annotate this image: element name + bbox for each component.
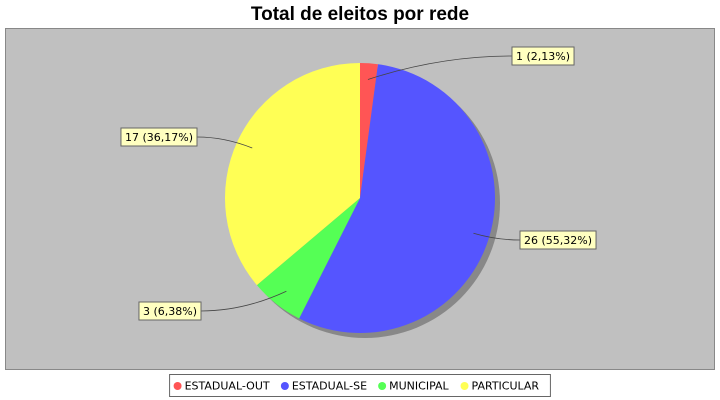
- legend-marker: [460, 382, 469, 390]
- legend: ESTADUAL-OUT ESTADUAL-SE MUNICIPAL PARTICUL…: [169, 374, 551, 397]
- leader-line: [200, 290, 287, 312]
- data-label-box: [138, 301, 202, 321]
- pie-slice: [360, 63, 378, 198]
- legend-label: ESTADUAL-SE: [292, 380, 367, 393]
- data-label: 1 (2,13%): [511, 46, 575, 66]
- leader-line: [367, 55, 513, 80]
- legend-marker: [280, 382, 289, 390]
- data-label-box: [519, 230, 597, 250]
- pie-slice: [256, 198, 360, 319]
- leader-line: [473, 232, 521, 241]
- data-label-text: 3 (6,38%): [143, 305, 197, 318]
- data-label: 3 (6,38%): [138, 301, 202, 321]
- data-label-text: 17 (36,17%): [125, 131, 193, 144]
- legend-label: MUNICIPAL: [389, 380, 449, 393]
- data-label: 26 (55,32%): [519, 230, 597, 250]
- data-label-box: [120, 127, 198, 147]
- pie-slice: [225, 63, 360, 286]
- data-label-text: 26 (55,32%): [524, 234, 592, 247]
- legend-label: PARTICULAR: [472, 380, 540, 393]
- leader-line: [196, 136, 253, 149]
- legend-marker: [173, 382, 182, 390]
- data-label: 17 (36,17%): [120, 127, 198, 147]
- legend-label: ESTADUAL-OUT: [185, 380, 270, 393]
- chart-title: Total de eleitos por rede: [251, 4, 469, 25]
- legend-marker: [378, 382, 387, 390]
- legend-box: [169, 374, 551, 397]
- data-label-text: 1 (2,13%): [516, 50, 570, 63]
- data-label-box: [511, 46, 575, 66]
- pie-slice: [299, 64, 495, 334]
